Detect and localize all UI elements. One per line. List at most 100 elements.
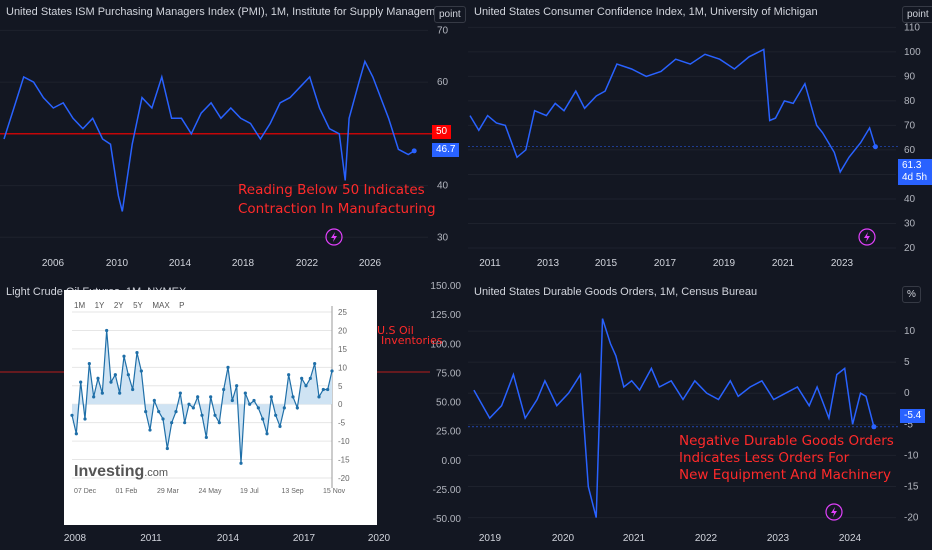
- dg-y-tick-label: -10: [904, 450, 919, 461]
- oil-y-tick-label: 150.00: [430, 281, 461, 292]
- inset-data-point: [243, 391, 247, 395]
- cc-y-tick-label: 110: [904, 22, 920, 33]
- inset-btn-5y[interactable]: 5Y: [133, 301, 143, 310]
- inset-y-tick-label: -10: [338, 437, 350, 446]
- inset-data-point: [109, 380, 113, 384]
- durable-lightning-icon[interactable]: [825, 503, 843, 521]
- inset-x-tick-label: 19 Jul: [240, 488, 259, 495]
- durable-last-value-badge: -5.4: [900, 409, 926, 423]
- oil-y-tick-label: -50.00: [433, 514, 462, 525]
- inset-data-point: [269, 395, 273, 399]
- inset-data-point: [87, 362, 91, 366]
- inset-btn-1m[interactable]: 1M: [74, 301, 86, 310]
- pmi-annotation-line1: Reading Below 50 Indicates: [238, 182, 425, 198]
- durable-chart[interactable]: -20 -15 -10 -5 0 5 10 2019 2020 2021 2022 2023 2024…: [468, 280, 932, 550]
- confidence-chart[interactable]: 2030405060708090100110 20112013201520172…: [468, 0, 932, 275]
- inset-data-point: [131, 387, 135, 392]
- inset-data-point: [139, 369, 143, 373]
- inset-data-point: [161, 417, 165, 421]
- inset-data-point: [144, 410, 148, 414]
- pmi-last-point: [411, 148, 417, 154]
- confidence-last-point: [872, 144, 878, 150]
- inset-data-point: [313, 362, 317, 366]
- oil-y-tick-label: 75.00: [436, 368, 461, 379]
- cc-y-tick-label: 70: [904, 120, 916, 131]
- oil-annotation-line2: Inventories: [381, 334, 443, 347]
- durable-annotation-line1: Negative Durable Goods Orders: [679, 433, 894, 449]
- dg-x-tick-label: 2019: [479, 533, 502, 544]
- pmi-unit-button[interactable]: point: [434, 6, 466, 23]
- inset-data-point: [96, 376, 100, 380]
- dg-x-tick-label: 2023: [767, 533, 790, 544]
- oil-x-tick-label: 2014: [217, 533, 240, 544]
- inset-btn-2y[interactable]: 2Y: [113, 301, 124, 310]
- inset-y-tick-label: -15: [338, 456, 350, 465]
- inset-btn-1y[interactable]: 1Y: [94, 301, 105, 310]
- inset-data-point: [165, 446, 169, 451]
- cc-y-tick-label: 90: [904, 71, 916, 82]
- confidence-unit-button[interactable]: point: [902, 6, 932, 23]
- cc-x-tick-label: 2017: [654, 258, 677, 269]
- dg-y-tick-label: 5: [904, 357, 910, 368]
- pmi-annotation-line2: Contraction In Manufacturing: [238, 201, 436, 217]
- inset-btn-max[interactable]: MAX: [152, 301, 170, 310]
- inset-data-point: [330, 369, 334, 373]
- inset-data-point: [148, 428, 152, 432]
- inset-data-point: [265, 432, 269, 436]
- cc-x-tick-label: 2023: [831, 258, 854, 269]
- inset-data-point: [304, 384, 308, 388]
- pmi-x-tick-label: 2006: [42, 258, 65, 269]
- durable-annotation-line2: Indicates Less Orders For: [679, 450, 850, 466]
- inset-data-point: [226, 365, 230, 369]
- oil-y-tick-label: 50.00: [436, 398, 461, 409]
- inset-data-point: [204, 435, 208, 440]
- inset-data-point: [295, 406, 299, 410]
- dg-x-tick-label: 2021: [623, 533, 646, 544]
- inset-y-tick-label: 0: [338, 400, 343, 409]
- oil-chart[interactable]: -50.00 -25.00 0.00 25.00 50.00 75.00 100.00 125…: [0, 280, 464, 550]
- confidence-lightning-icon[interactable]: [858, 228, 876, 246]
- inset-data-point: [291, 395, 295, 399]
- inset-data-point: [256, 406, 260, 410]
- inset-data-point: [282, 406, 286, 410]
- inset-x-tick-label: 24 May: [199, 488, 222, 495]
- inset-data-point: [191, 406, 195, 410]
- confidence-countdown: 4d 5h: [902, 172, 928, 183]
- inset-data-point: [113, 373, 117, 377]
- inset-x-tick-label: 07 Dec: [74, 488, 97, 495]
- pmi-chart[interactable]: 30 40 60 70 2006 2010 2014 2018 2022 2026 Readin…: [0, 0, 464, 275]
- inset-data-point: [79, 380, 83, 384]
- durable-unit-button[interactable]: %: [902, 286, 921, 303]
- inset-btn-p[interactable]: P: [179, 301, 185, 310]
- pmi-lightning-icon[interactable]: [325, 228, 343, 246]
- inset-data-point: [209, 395, 213, 399]
- dg-x-tick-label: 2020: [552, 533, 575, 544]
- inset-chart: 25 20 15 10 5 0 -5 -10 -15 -20 07 Dec 01 Feb 29 Mar…: [70, 306, 350, 495]
- oil-annotation-line1: U.S Oil: [377, 324, 414, 337]
- dg-y-tick-label: -20: [904, 513, 919, 524]
- oil-x-tick-label: 2017: [293, 533, 316, 544]
- pmi-threshold-badge: 50: [432, 125, 452, 139]
- inset-y-tick-label: 15: [338, 345, 347, 354]
- inset-data-point: [157, 410, 161, 414]
- durable-annotation-line3: New Equipment And Machinery: [679, 467, 891, 483]
- inset-data-point: [126, 373, 130, 377]
- inset-y-tick-label: 5: [338, 382, 343, 391]
- inset-x-tick-label: 29 Mar: [157, 488, 179, 495]
- inset-data-point: [174, 410, 178, 414]
- inset-y-tick-label: -5: [338, 419, 346, 428]
- inset-y-tick-label: -20: [338, 474, 350, 483]
- pmi-title: United States ISM Purchasing Managers In…: [6, 6, 451, 18]
- inset-data-point: [222, 387, 226, 392]
- durable-title: United States Durable Goods Orders, 1M, …: [474, 286, 758, 298]
- dg-y-tick-label: 10: [904, 326, 916, 337]
- inset-data-point: [183, 421, 187, 425]
- inset-data-point: [274, 413, 278, 417]
- inset-y-tick-label: 20: [338, 326, 347, 335]
- inset-data-point: [92, 395, 96, 399]
- inset-data-point: [118, 391, 122, 395]
- inset-data-point: [196, 395, 200, 399]
- inset-data-point: [187, 402, 191, 406]
- oil-x-tick-label: 2020: [368, 533, 391, 544]
- oil-y-tick-label: 100.00: [430, 339, 461, 350]
